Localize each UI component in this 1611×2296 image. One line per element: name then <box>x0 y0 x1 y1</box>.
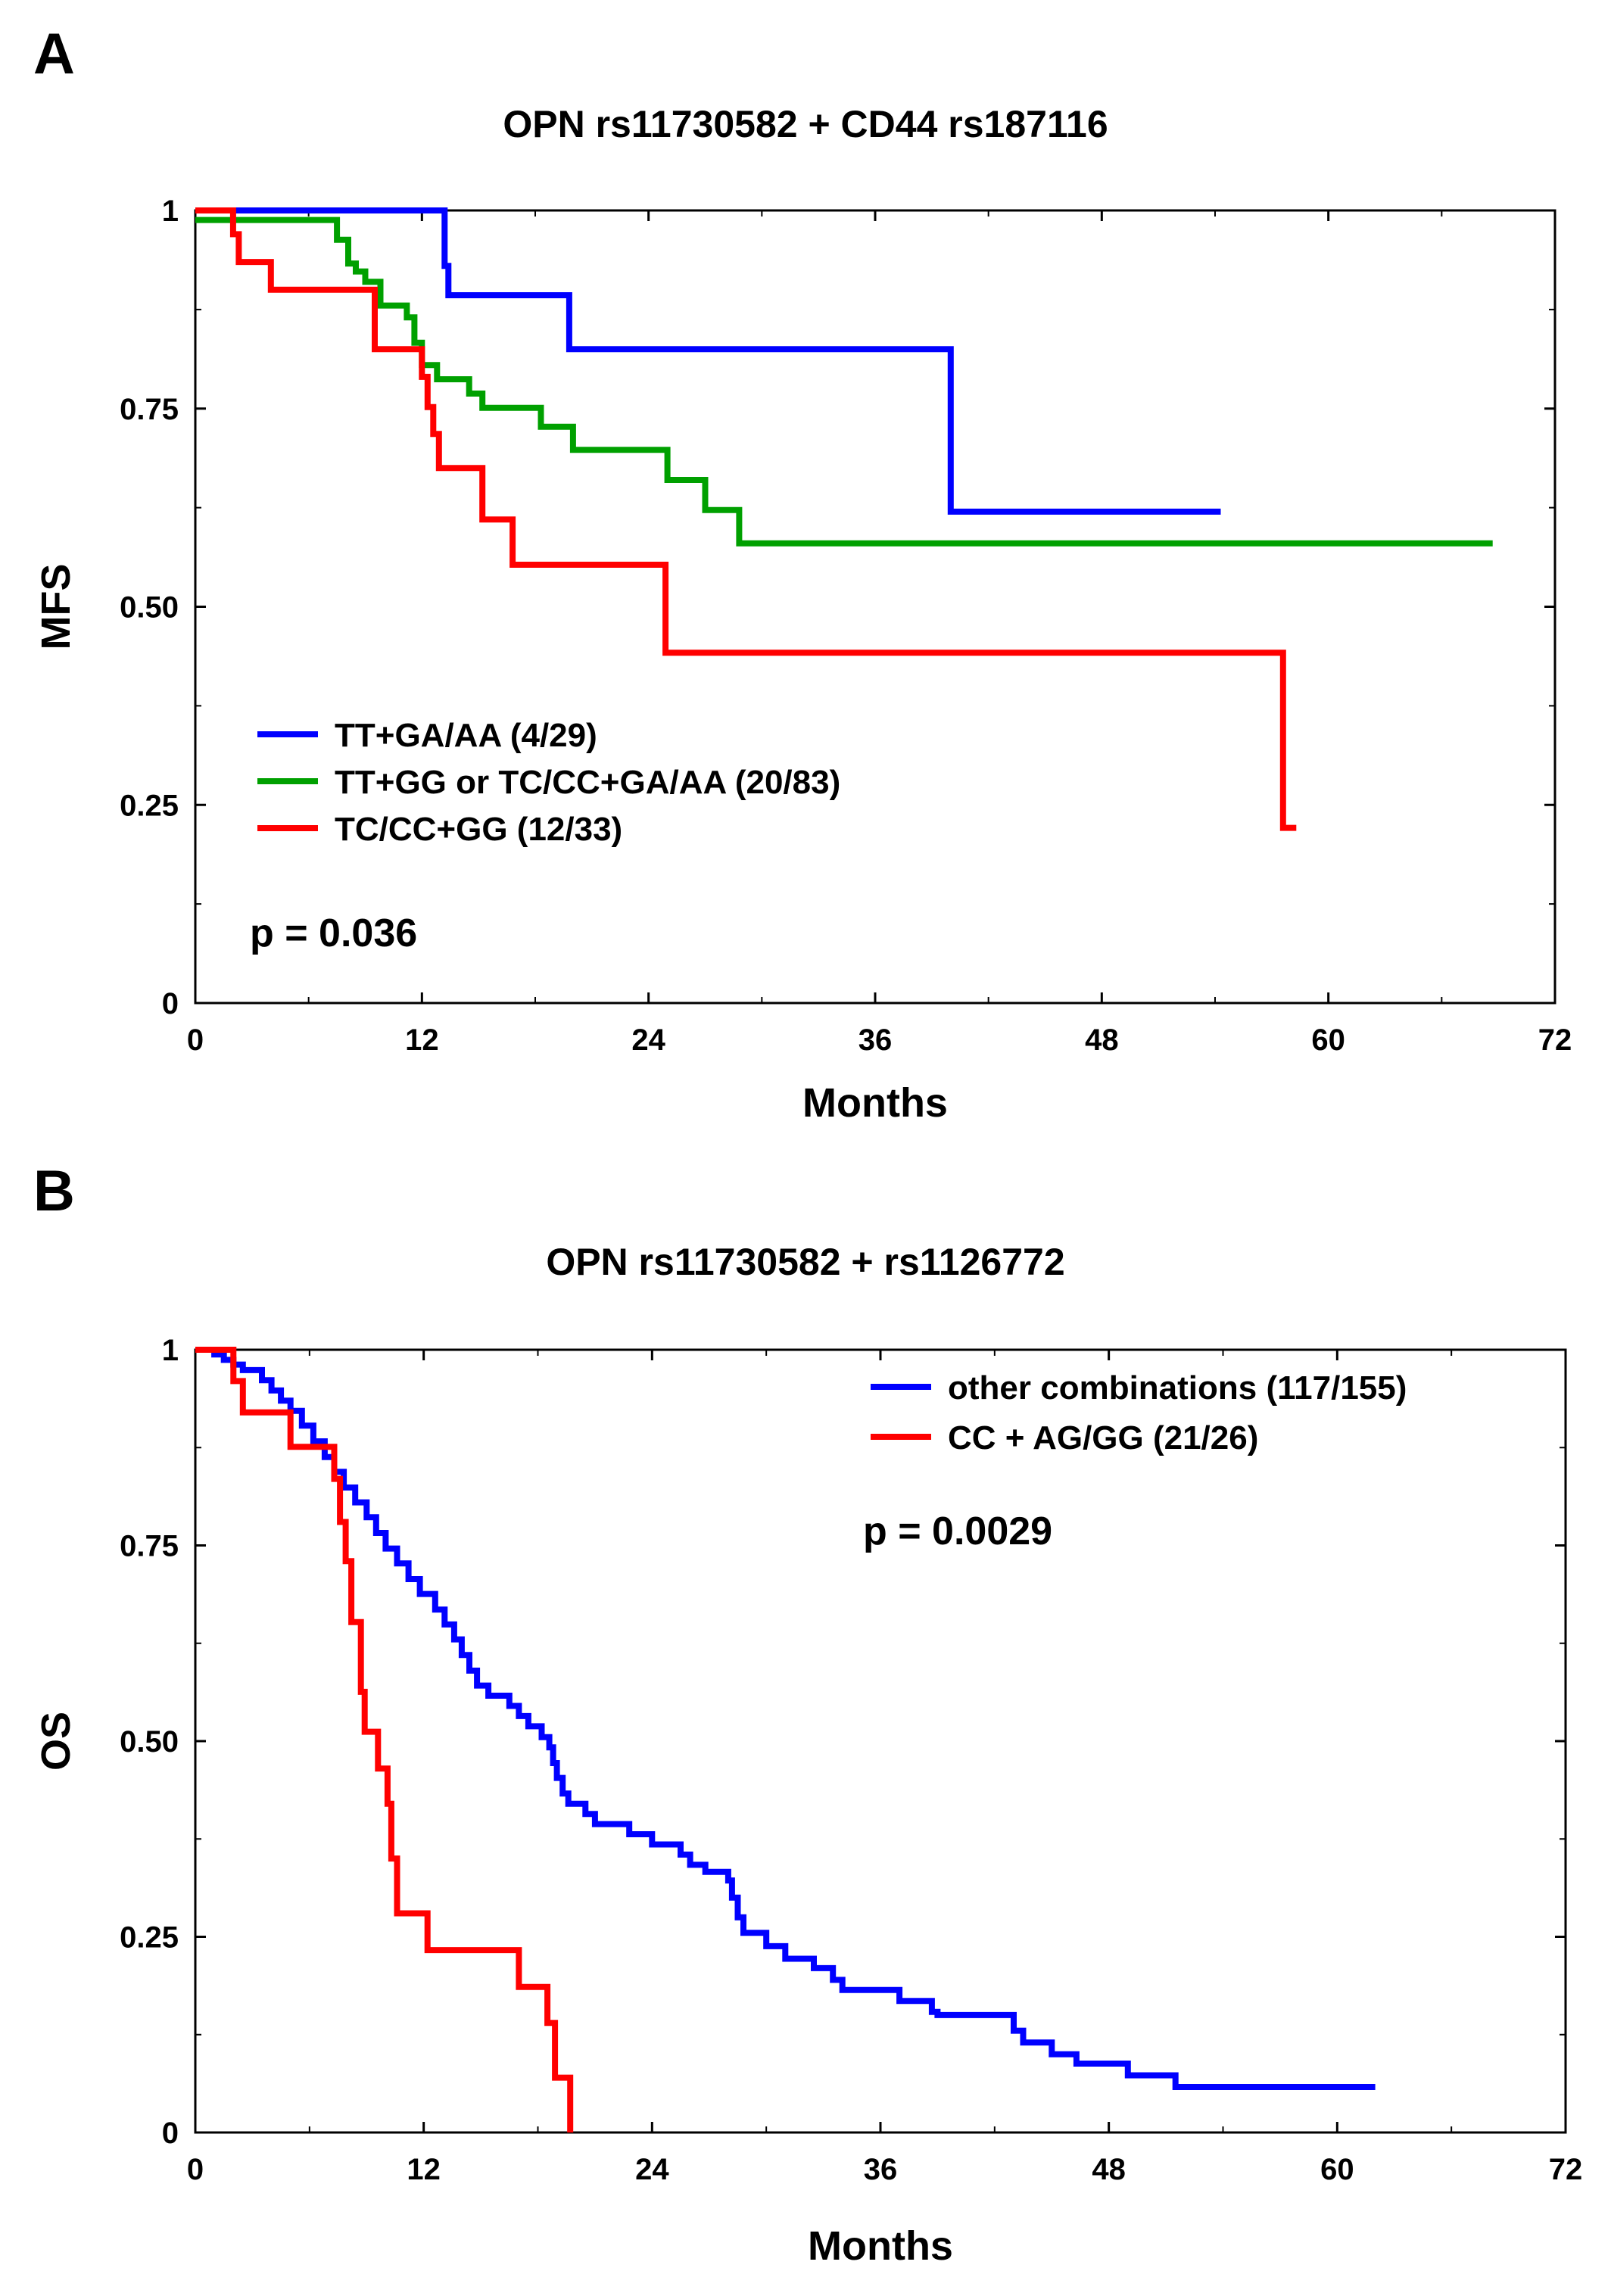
y-tick-label: 1 <box>162 1334 179 1367</box>
series-line-2 <box>195 1347 574 2132</box>
x-tick-label: 0 <box>187 2153 204 2186</box>
series-line-2 <box>195 217 1493 547</box>
legend-label: TT+GA/AA (4/29) <box>335 717 597 754</box>
y-tick-label: 1 <box>162 195 179 228</box>
x-tick-label: 48 <box>1092 2153 1126 2186</box>
x-tick-label: 36 <box>858 1023 893 1057</box>
y-axis-label: OS <box>33 1712 79 1771</box>
chart-a-title: OPN rs11730582 + CD44 rs187116 <box>503 103 1108 145</box>
y-tick-label: 0.25 <box>120 1921 179 1955</box>
plot-frame <box>194 209 1556 1005</box>
y-tick-label: 0.75 <box>120 393 179 426</box>
y-tick-label: 0.50 <box>120 1725 179 1759</box>
plot-frame <box>194 1348 1567 2134</box>
chart-b-title: OPN rs11730582 + rs1126772 <box>546 1241 1065 1283</box>
legend-label: TT+GG or TC/CC+GA/AA (20/83) <box>335 764 840 801</box>
panel-label-b: B <box>33 1159 75 1223</box>
chart-a: 0 12 24 36 48 60 72 0 0.25 0.50 0.75 1 Months MFS TT+G… <box>33 195 1572 1126</box>
legend-label: CC + AG/GG (21/26) <box>948 1419 1258 1456</box>
x-tick-label: 48 <box>1085 1023 1119 1057</box>
x-tick-label: 72 <box>1538 1023 1572 1057</box>
y-tick-label: 0.25 <box>120 789 179 822</box>
y-axis-label: MFS <box>33 564 79 650</box>
p-value-annotation: p = 0.036 <box>250 911 417 955</box>
series-line-3 <box>195 207 1297 831</box>
y-tick-label: 0 <box>162 2117 179 2150</box>
y-tick-label: 0.75 <box>120 1530 179 1563</box>
p-value-annotation: p = 0.0029 <box>863 1509 1052 1553</box>
legend-label: TC/CC+GG (12/33) <box>335 811 622 848</box>
chart-b: 0 12 24 36 48 60 72 0 0.25 0.50 0.75 1 Months OS other… <box>33 1334 1583 2269</box>
x-tick-label: 24 <box>635 2153 669 2186</box>
x-tick-label: 72 <box>1549 2153 1583 2186</box>
x-tick-label: 60 <box>1311 1023 1345 1057</box>
y-tick-label: 0 <box>162 987 179 1020</box>
x-tick-label: 24 <box>631 1023 665 1057</box>
x-axis-label: Months <box>802 1080 948 1126</box>
x-axis-label: Months <box>808 2223 953 2269</box>
x-tick-label: 12 <box>405 1023 439 1057</box>
x-tick-label: 60 <box>1320 2153 1354 2186</box>
y-tick-label: 0.50 <box>120 591 179 625</box>
x-tick-label: 12 <box>407 2153 441 2186</box>
legend-label: other combinations (117/155) <box>948 1369 1407 1407</box>
series-line-1 <box>195 207 1221 515</box>
x-tick-label: 36 <box>864 2153 898 2186</box>
x-tick-label: 0 <box>187 1023 204 1057</box>
series-line-1 <box>195 1347 1376 2090</box>
panel-label-a: A <box>33 22 75 86</box>
